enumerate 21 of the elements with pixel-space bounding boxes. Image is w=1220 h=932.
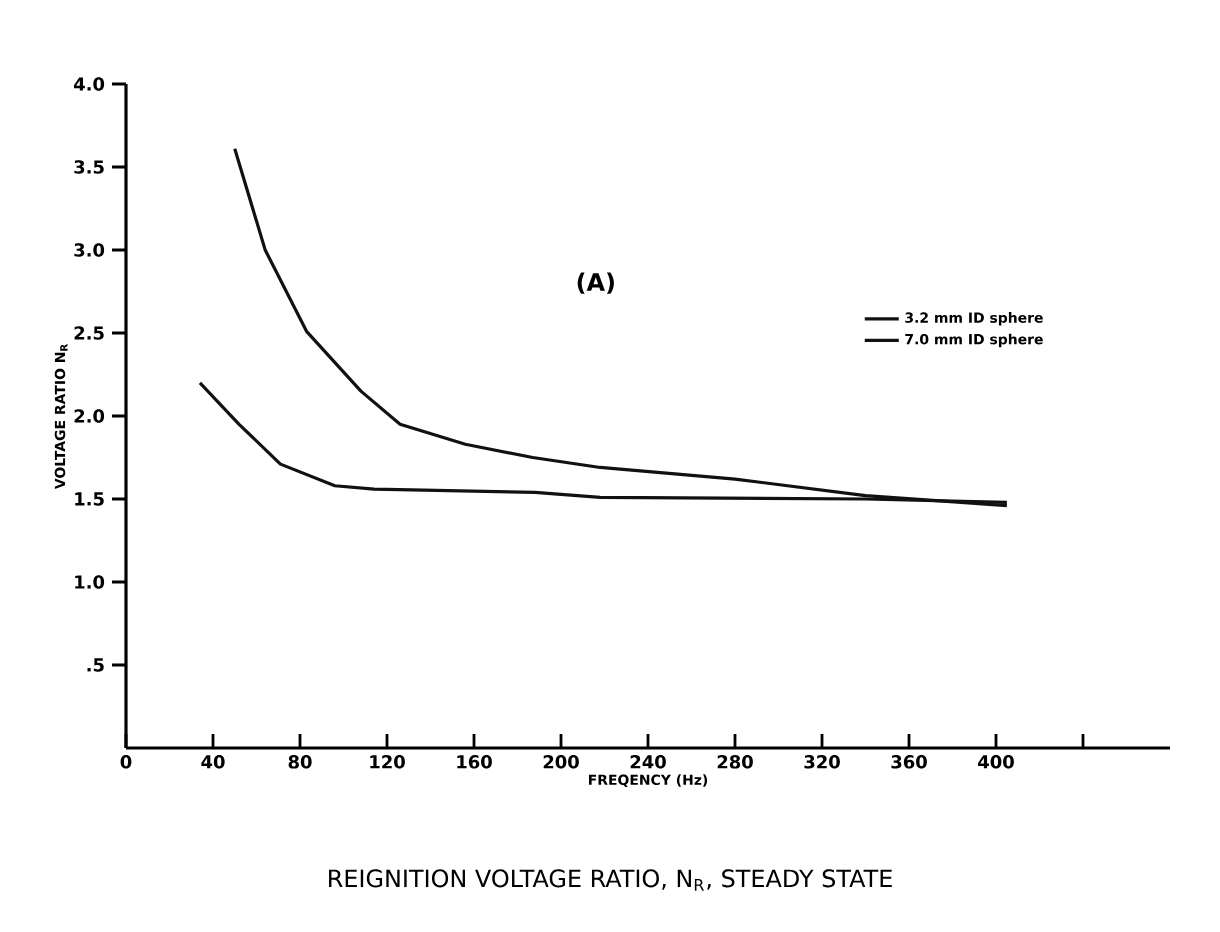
y-tick-label: 2.5 [74, 326, 104, 340]
y-tick-label: 2.0 [74, 409, 105, 423]
x-tick-label: 200 [543, 755, 579, 769]
y-tick-label: 3.0 [74, 243, 105, 257]
y-tick-label: .5 [87, 658, 104, 672]
x-tick-label: 400 [978, 755, 1014, 769]
x-tick-label: 240 [630, 755, 666, 769]
x-tick-label: 80 [288, 755, 312, 769]
y-tick-label: 3.5 [74, 160, 104, 174]
annotation: (A) [577, 272, 614, 294]
y-tick-label: 4.0 [74, 77, 105, 91]
x-tick-label: 40 [201, 755, 225, 769]
x-tick-label: 360 [891, 755, 927, 769]
x-tick-label: 320 [804, 755, 840, 769]
y-tick-label: 1.0 [75, 575, 105, 589]
x-tick-label: 120 [370, 755, 405, 769]
y-tick-label: 1.5 [75, 492, 104, 506]
x-tick-label: 0 [120, 755, 132, 769]
x-tick-label: 280 [717, 755, 753, 769]
text: REIGNITION VOLTAGE RATIO, N$_{R}$, STEADY STATE [329, 869, 892, 891]
x-tick-label: 160 [457, 755, 492, 769]
